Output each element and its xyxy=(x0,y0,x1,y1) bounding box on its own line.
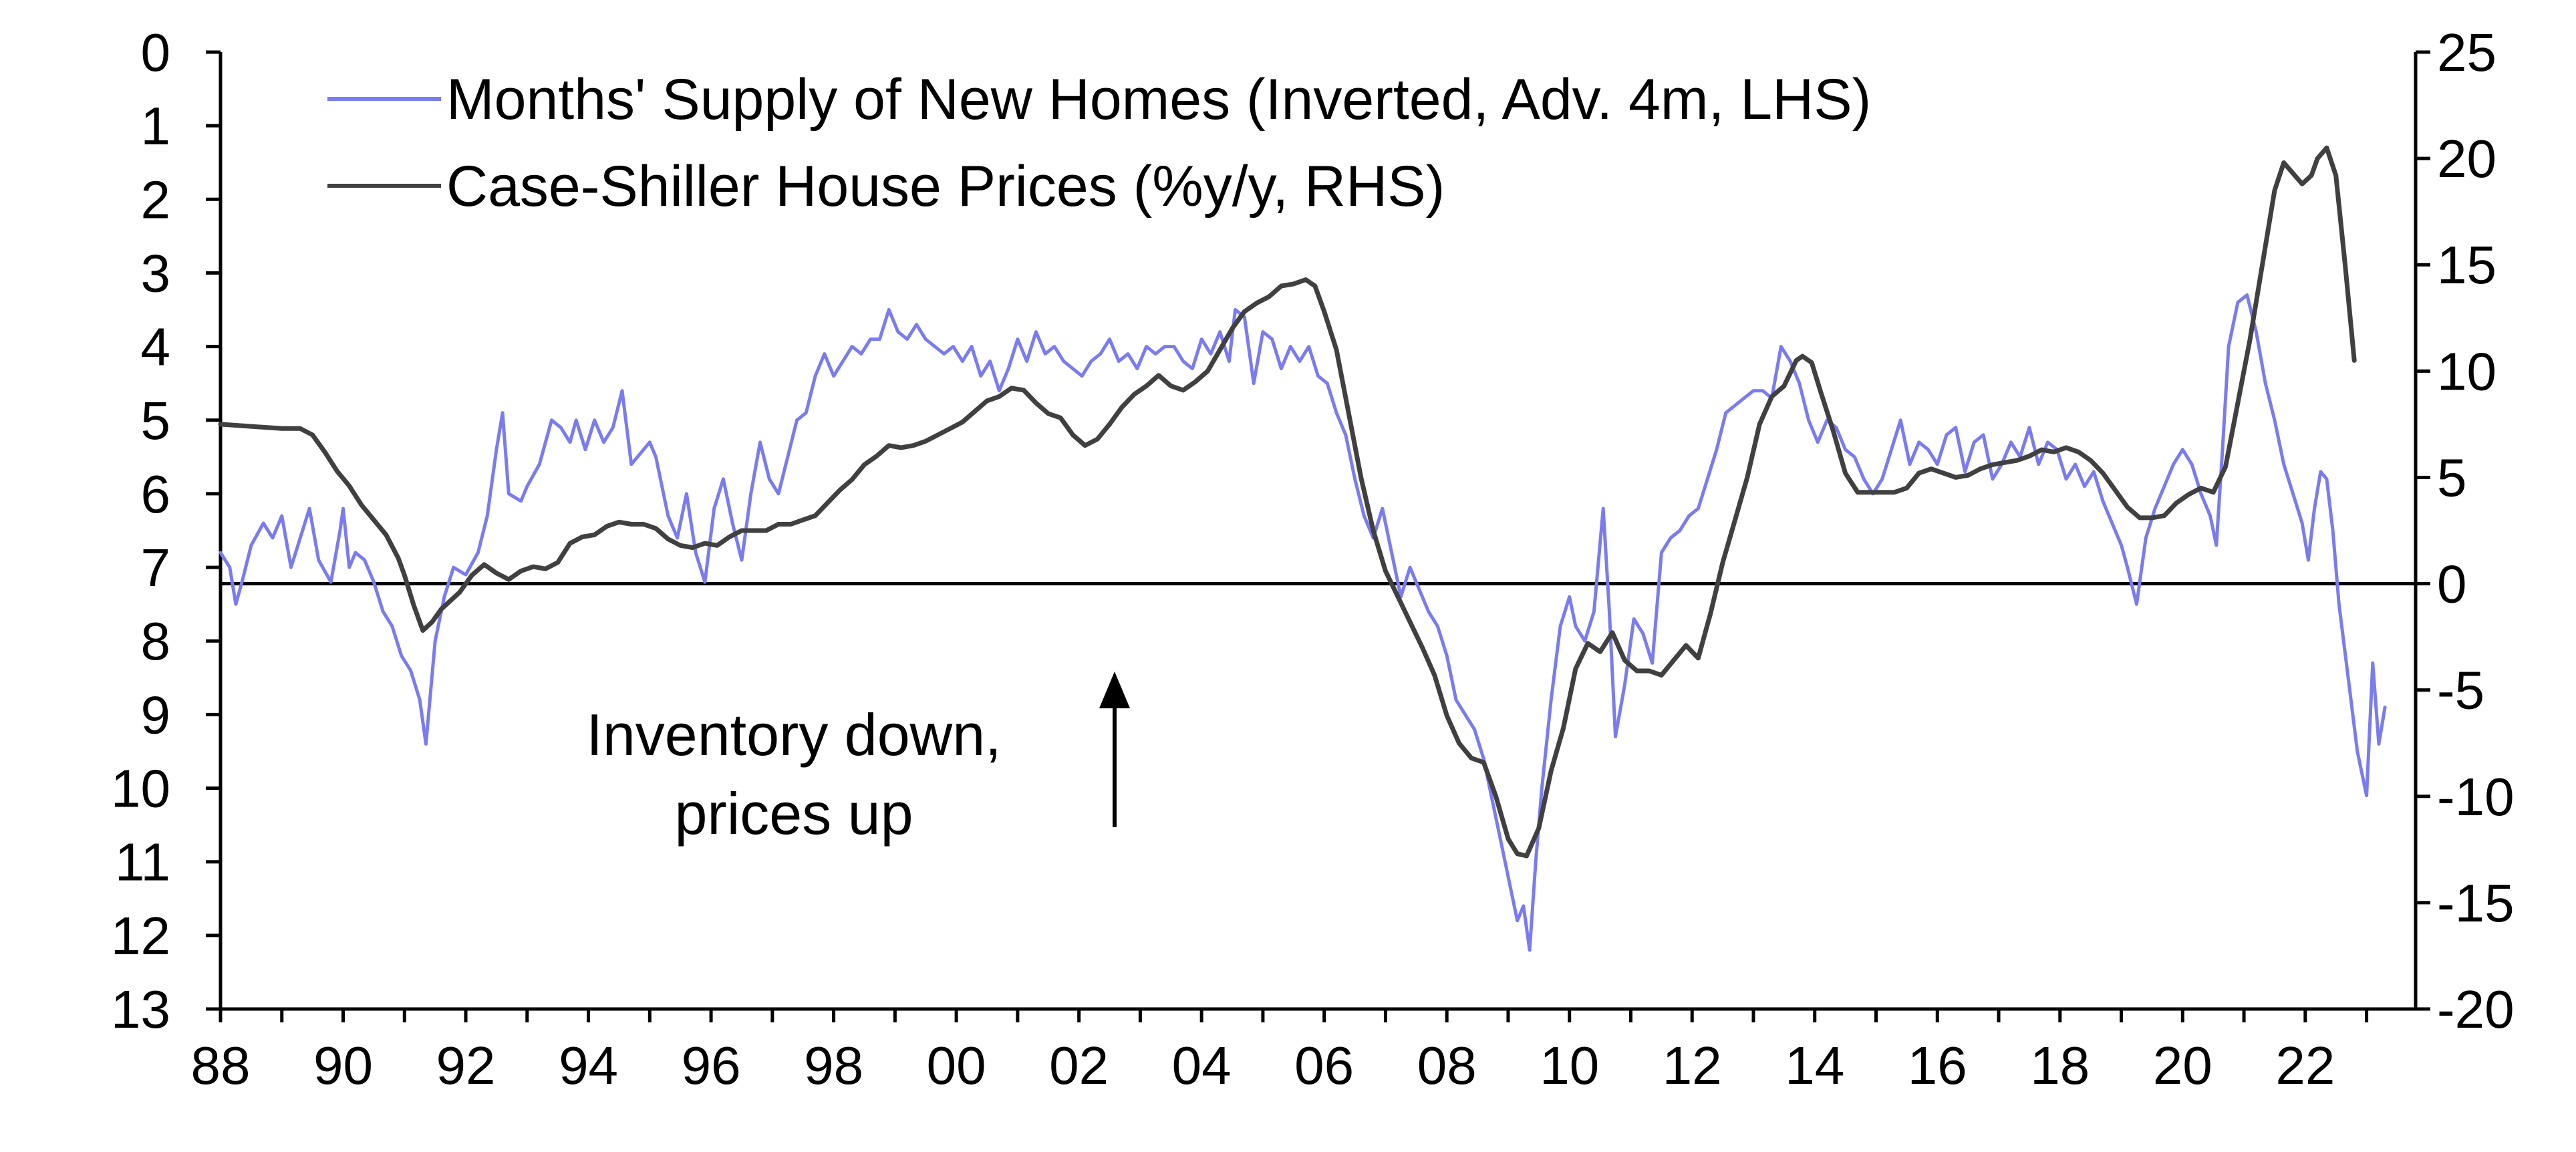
x-tick-label: 22 xyxy=(2275,1036,2335,1095)
left-tick-label: 1 xyxy=(141,96,171,156)
left-tick-label: 9 xyxy=(141,685,171,744)
left-tick-label: 8 xyxy=(141,611,171,671)
arrow-up-icon xyxy=(1099,672,1130,708)
left-tick-label: 11 xyxy=(115,833,170,892)
left-tick-label: 10 xyxy=(111,759,170,819)
x-tick-label: 96 xyxy=(682,1036,741,1095)
x-tick-label: 04 xyxy=(1172,1036,1232,1095)
right-tick-label: -15 xyxy=(2437,873,2515,933)
right-tick-label: 5 xyxy=(2437,448,2467,507)
right-tick-label: 20 xyxy=(2437,129,2496,188)
series-line-case-shiller xyxy=(218,145,2357,859)
annotation: Inventory down, prices up xyxy=(586,672,1130,847)
x-tick-label: 12 xyxy=(1663,1036,1722,1095)
legend-label-months-supply: Months' Supply of New Homes (Inverted, A… xyxy=(446,67,1871,132)
left-tick-label: 0 xyxy=(141,23,171,82)
legend: Months' Supply of New Homes (Inverted, A… xyxy=(327,67,1871,219)
x-tick-label: 16 xyxy=(1908,1036,1967,1095)
right-tick-label: 15 xyxy=(2437,235,2496,295)
left-tick-label: 7 xyxy=(141,538,171,597)
x-tick-label: 88 xyxy=(191,1036,251,1095)
x-tick-label: 00 xyxy=(927,1036,986,1095)
annotation-line-1: Inventory down, xyxy=(586,702,1001,768)
x-tick-label: 08 xyxy=(1417,1036,1477,1095)
left-tick-label: 6 xyxy=(141,464,171,524)
right-tick-label: 0 xyxy=(2437,555,2467,614)
right-tick-label: -20 xyxy=(2437,980,2515,1039)
legend-label-case-shiller: Case-Shiller House Prices (%y/y, RHS) xyxy=(446,154,1445,219)
right-tick-label: -10 xyxy=(2437,767,2515,827)
x-tick-label: 14 xyxy=(1785,1036,1844,1095)
series-line-months-supply xyxy=(219,293,2387,952)
x-tick-label: 20 xyxy=(2153,1036,2212,1095)
series-layer xyxy=(218,145,2387,952)
x-tick-label: 06 xyxy=(1294,1036,1354,1095)
right-tick-label: 25 xyxy=(2437,23,2496,82)
left-tick-label: 13 xyxy=(111,980,170,1039)
x-tick-label: 10 xyxy=(1540,1036,1599,1095)
right-axis-ticks: 25 20 15 10 5 0 -5 -10 -15 -20 xyxy=(2416,23,2515,1039)
left-tick-label: 12 xyxy=(111,906,170,966)
annotation-line-2: prices up xyxy=(674,780,913,847)
x-tick-label: 90 xyxy=(313,1036,373,1095)
right-tick-label: -5 xyxy=(2437,661,2484,720)
left-tick-label: 5 xyxy=(141,391,171,450)
x-tick-label: 02 xyxy=(1049,1036,1109,1095)
x-tick-label: 98 xyxy=(804,1036,863,1095)
x-tick-label: 94 xyxy=(559,1036,618,1095)
left-tick-label: 2 xyxy=(141,170,171,229)
right-tick-label: 10 xyxy=(2437,341,2496,401)
x-tick-label: 18 xyxy=(2030,1036,2090,1095)
left-tick-label: 4 xyxy=(141,317,171,377)
x-tick-label: 92 xyxy=(436,1036,496,1095)
left-tick-label: 3 xyxy=(141,243,171,303)
x-axis-ticks: 88 90 92 94 96 98 00 02 04 06 08 10 12 14 16 18 20 22 xyxy=(191,1009,2369,1095)
